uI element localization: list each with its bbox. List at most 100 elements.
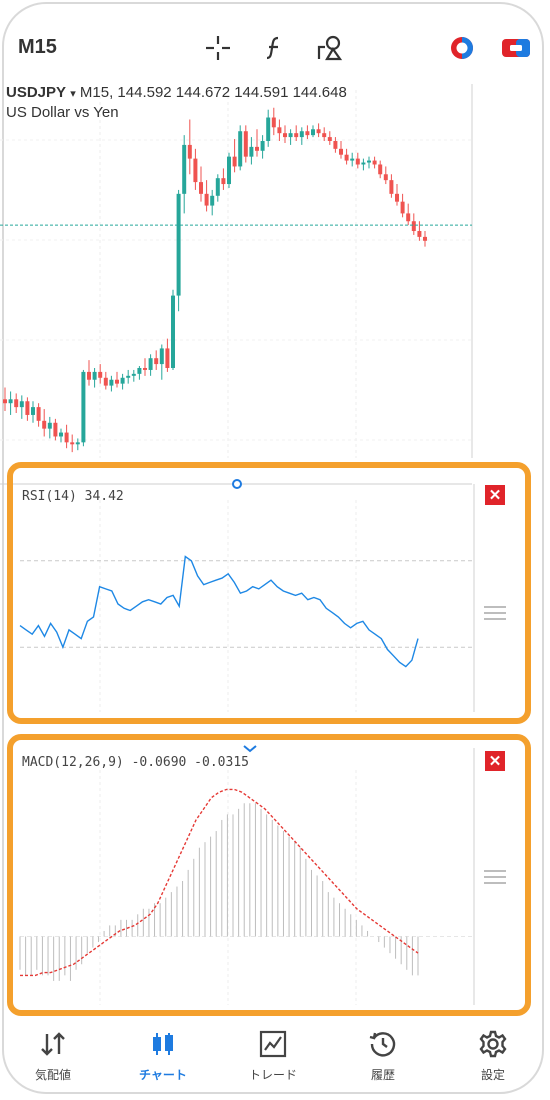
candle-body [327, 137, 332, 142]
candle-body [137, 367, 142, 374]
candle-body [165, 348, 170, 368]
timeframe-button[interactable]: M15 [18, 36, 57, 58]
candle-body [47, 422, 52, 429]
trade-toggle-icon[interactable] [444, 30, 480, 66]
candle-body [260, 141, 265, 151]
candle-body [8, 399, 13, 404]
candle-body [266, 117, 271, 142]
candle-body [238, 131, 243, 167]
nav-chart-label: チャート [139, 1068, 187, 1082]
nav-settings-label: 設定 [480, 1068, 505, 1082]
candle-body [204, 193, 209, 206]
candle-body [171, 295, 175, 368]
candle-body [14, 399, 19, 408]
candle-body [243, 131, 248, 157]
candle-body [70, 442, 75, 445]
candle-body [131, 373, 136, 376]
candle-body [271, 117, 276, 128]
function-icon[interactable] [256, 30, 292, 66]
candle-body [221, 178, 226, 185]
one-click-icon[interactable] [498, 30, 534, 66]
candle-body [277, 127, 282, 134]
macd-close-button[interactable]: ✕ [485, 751, 505, 771]
candle-body [232, 156, 237, 167]
history-icon [338, 1028, 428, 1060]
symbol-header[interactable]: USDJPY ▾ M15, 144.592 144.672 144.591 14… [6, 84, 347, 101]
candle-body [411, 221, 416, 232]
bottom-navigation: 気配値 チャート トレード 履歴 設定 [0, 1020, 550, 1090]
candle-body [322, 133, 327, 138]
candle-body [350, 158, 355, 161]
candle-body [92, 371, 97, 380]
candle-body [305, 131, 310, 136]
candle-body [187, 144, 192, 159]
candle-body [255, 146, 259, 151]
ohlc-values: M15, 144.592 144.672 144.591 144.648 [79, 84, 347, 101]
candle-body [193, 158, 198, 183]
candle-body [299, 131, 304, 138]
trade-icon [228, 1028, 318, 1060]
candle-body [154, 358, 159, 365]
phone-frame [2, 2, 544, 1094]
candle-body [383, 174, 388, 181]
candle-body [53, 422, 58, 437]
panel-resize-handle [232, 479, 242, 489]
candle-body [143, 367, 147, 370]
symbol-dropdown-icon[interactable]: ▾ [70, 88, 76, 100]
candle-body [249, 146, 254, 157]
candle-body [417, 231, 422, 237]
crosshair-icon[interactable] [200, 30, 236, 66]
rsi-line [19, 555, 419, 668]
nav-settings[interactable]: 設定 [448, 1028, 538, 1083]
candle-body [361, 162, 366, 165]
candle-body [283, 133, 287, 138]
candle-body [120, 377, 125, 384]
macd-drag-handle[interactable] [484, 870, 506, 888]
macd-panel-resize-handle [243, 745, 257, 753]
chart-area[interactable] [0, 84, 550, 1020]
candle-body [126, 375, 131, 378]
candle-body [75, 442, 80, 445]
candle-body [355, 158, 360, 165]
nav-quotes[interactable]: 気配値 [8, 1028, 98, 1083]
candle-body [316, 129, 321, 134]
macd-signal-line [20, 788, 419, 977]
candle-body [25, 401, 30, 415]
candle-body [19, 401, 24, 408]
candle-body [36, 407, 41, 421]
candle-body [294, 133, 299, 138]
candle-body [339, 148, 343, 155]
symbol-name[interactable]: USDJPY [6, 84, 67, 101]
candle-body [148, 358, 153, 370]
candle-body [367, 160, 371, 163]
candle-body [210, 195, 215, 206]
candle-body [333, 141, 338, 149]
objects-icon[interactable] [312, 30, 348, 66]
candle-body [311, 129, 315, 136]
candle-body [81, 371, 86, 443]
candle-body [406, 213, 411, 222]
candle-body [115, 379, 119, 384]
candle-body [159, 348, 164, 365]
candle-body [182, 144, 187, 194]
candle-body [31, 407, 35, 415]
rsi-close-button[interactable]: ✕ [485, 485, 505, 505]
candle-body [3, 399, 7, 404]
symbol-description: US Dollar vs Yen [6, 104, 119, 121]
settings-icon [448, 1028, 538, 1060]
candle-body [103, 377, 108, 386]
candle-body [423, 236, 427, 241]
candle-body [98, 371, 103, 378]
chart-icon [118, 1028, 208, 1060]
nav-trade[interactable]: トレード [228, 1028, 318, 1083]
nav-chart[interactable]: チャート [118, 1028, 208, 1083]
candle-body [109, 379, 114, 386]
macd-panel [7, 734, 531, 1016]
rsi-drag-handle[interactable] [484, 606, 506, 624]
candle-body [199, 182, 203, 194]
nav-quotes-label: 気配値 [34, 1068, 71, 1082]
candle-body [378, 164, 383, 175]
rsi-panel [7, 462, 531, 724]
nav-history[interactable]: 履歴 [338, 1028, 428, 1083]
candle-body [42, 420, 47, 429]
